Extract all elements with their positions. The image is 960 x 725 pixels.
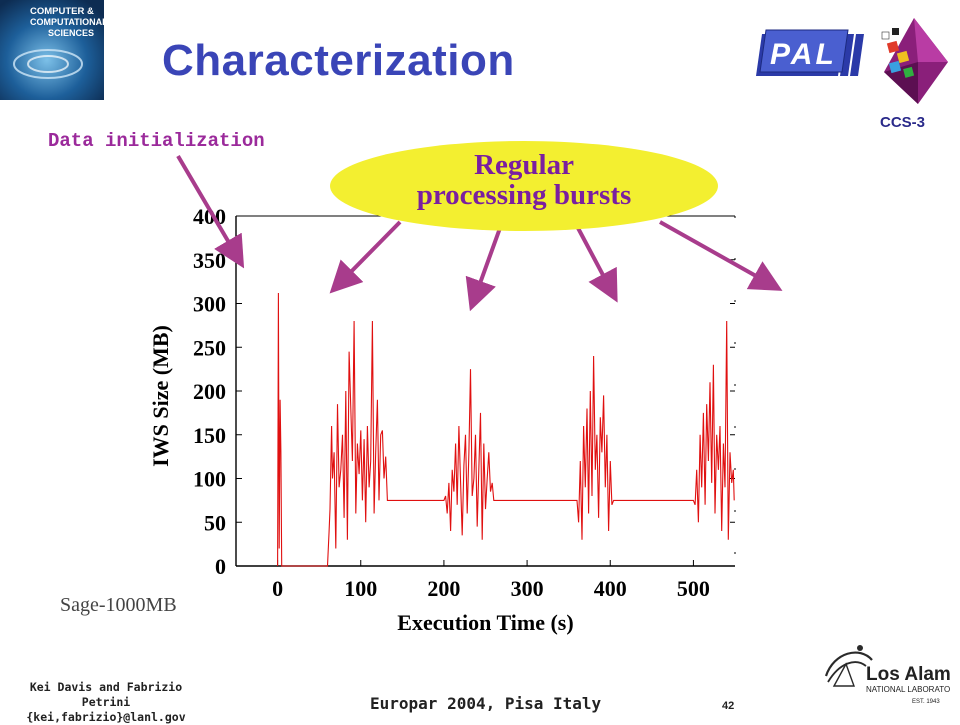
slide-title: Characterization	[162, 36, 515, 85]
x-tick-label: 400	[594, 576, 627, 601]
pal-logo-text: PAL	[770, 38, 837, 71]
pal-logo: PAL	[756, 29, 864, 76]
x-tick-label: 0	[272, 576, 283, 601]
ccs-logo-line3: SCIENCES	[48, 28, 94, 38]
y-tick-label: 200	[193, 379, 226, 404]
footer-authors: Kei Davis and Fabrizio Petrini {kei,fabr…	[6, 680, 206, 725]
y-tick-label: 50	[204, 510, 226, 535]
y-tick-label: 350	[193, 248, 226, 273]
bubble-line1: Regular	[474, 149, 574, 181]
y-tick-label: 150	[193, 423, 226, 448]
arrow-burst-4	[659, 220, 783, 291]
lanl-est: EST. 1943	[912, 699, 940, 705]
iws-series-line	[277, 292, 735, 567]
y-axis-label: IWS Size (MB)	[148, 325, 173, 467]
ccs3-label: CCS-3	[880, 114, 926, 131]
x-tick-label: 500	[677, 576, 710, 601]
arrow-data-init	[176, 154, 245, 269]
x-axis-label: Execution Time (s)	[397, 610, 573, 635]
x-tick-label: 100	[344, 576, 377, 601]
dataset-label: Sage-1000MB	[60, 594, 177, 616]
footer-authors-names: Kei Davis and Fabrizio Petrini	[29, 680, 183, 709]
page-number: 42	[722, 700, 735, 712]
lanl-sub: NATIONAL LABORATORY	[866, 685, 950, 694]
arrow-burst-2	[465, 227, 502, 312]
arrow-burst-3	[576, 227, 618, 303]
regular-bursts-label: Regular processing bursts	[329, 150, 719, 210]
ccs-logo-line1: COMPUTER &	[30, 6, 94, 17]
ccs-logo-line2: COMPUTATIONAL	[30, 17, 104, 27]
y-tick-label: 0	[215, 554, 226, 579]
y-tick-label: 250	[193, 335, 226, 360]
computer-computational-sciences-logo: COMPUTER & COMPUTATIONAL SCIENCES	[0, 0, 104, 100]
ccs3-cube-logo	[881, 18, 948, 104]
los-alamos-logo: Los Alamos NATIONAL LABORATORY EST. 1943	[824, 645, 950, 705]
lanl-name: Los Alamos	[866, 664, 950, 685]
y-tick-label: 100	[193, 467, 226, 492]
x-tick-label: 300	[511, 576, 544, 601]
regular-bursts-bubble	[330, 141, 718, 231]
arrow-burst-1	[329, 220, 402, 294]
bubble-line2: processing bursts	[416, 179, 632, 211]
x-tick-label: 200	[427, 576, 460, 601]
data-initialization-annotation: Data initialization	[48, 130, 265, 152]
y-tick-label: 300	[193, 292, 226, 317]
footer-authors-emails: {kei,fabrizio}@lanl.gov	[26, 710, 186, 724]
footer-conference: Europar 2004, Pisa Italy	[370, 694, 602, 713]
